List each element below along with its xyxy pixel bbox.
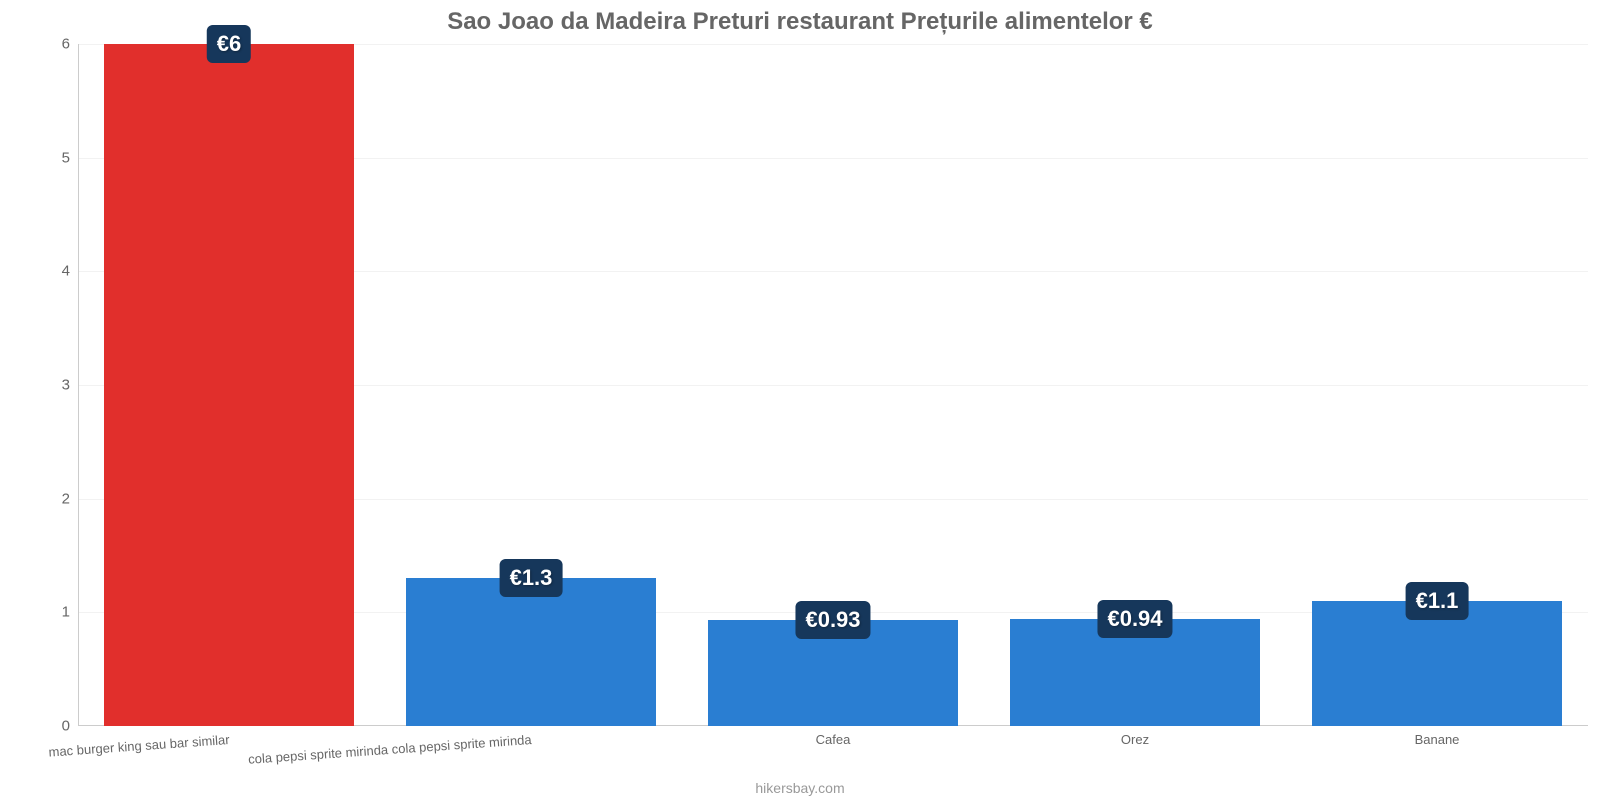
chart-footer: hikersbay.com [0,780,1600,796]
bar [104,44,355,726]
x-tick-label: cola pepsi sprite mirinda cola pepsi spr… [248,732,532,767]
bar-value-badge: €6 [207,25,251,63]
y-tick-label: 3 [62,377,70,394]
bar-value-badge: €1.1 [1406,582,1469,620]
bar [406,578,657,726]
x-tick-label: Cafea [816,732,851,747]
x-tick-label: Banane [1415,732,1460,747]
x-tick-label: mac burger king sau bar similar [48,732,230,760]
y-tick-label: 1 [62,604,70,621]
y-tick-label: 5 [62,149,70,166]
price-bar-chart: Sao Joao da Madeira Preturi restaurant P… [0,0,1600,800]
bar-value-badge: €1.3 [500,559,563,597]
y-tick-label: 6 [62,36,70,53]
x-tick-label: Orez [1121,732,1149,747]
bar-value-badge: €0.93 [795,601,870,639]
y-tick-label: 0 [62,718,70,735]
y-axis-line [78,44,79,726]
y-tick-label: 2 [62,490,70,507]
y-tick-label: 4 [62,263,70,280]
bar-value-badge: €0.94 [1097,600,1172,638]
plot-area: 0123456€6mac burger king sau bar similar… [78,44,1588,726]
